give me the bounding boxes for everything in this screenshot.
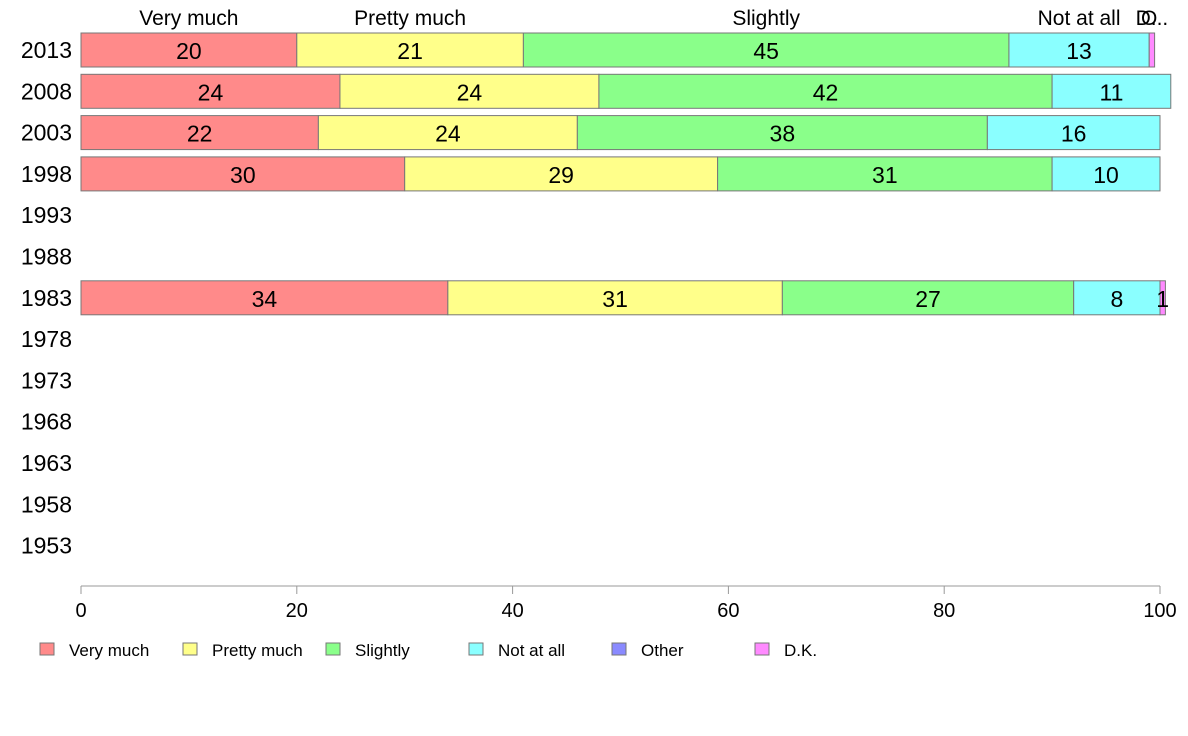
data-label: 22 — [187, 121, 213, 147]
x-tick-label: 40 — [501, 600, 523, 622]
data-label: 24 — [435, 121, 461, 147]
data-label: 27 — [915, 286, 941, 312]
y-tick-label: 2013 — [21, 37, 72, 63]
legend-label: Slightly — [355, 641, 410, 660]
legend-swatch — [39, 642, 55, 656]
data-label: 16 — [1061, 121, 1087, 147]
bar-segment — [598, 73, 1053, 109]
data-label: 34 — [252, 286, 278, 312]
data-label: 29 — [548, 162, 574, 188]
legend-swatch — [468, 642, 484, 656]
bar-segment — [576, 115, 988, 151]
y-tick-label: 2008 — [21, 78, 72, 104]
y-tick-label: 1953 — [21, 533, 72, 559]
y-tick-label: 1963 — [21, 450, 72, 476]
y-tick-label: 1998 — [21, 161, 72, 187]
top-category-label: O — [1141, 7, 1157, 30]
bar-segment — [296, 32, 524, 68]
y-tick-label: 1988 — [21, 244, 72, 270]
data-label: 30 — [230, 162, 256, 188]
top-category-label: D... — [1136, 7, 1169, 30]
y-tick-label: 1983 — [21, 285, 72, 311]
bar-segment — [986, 115, 1161, 151]
x-tick-label: 80 — [933, 600, 955, 622]
legend-swatch — [611, 642, 627, 656]
data-label: 38 — [770, 121, 796, 147]
data-label: 45 — [753, 38, 779, 64]
bar-segment — [717, 156, 1053, 192]
top-category-label: Very much — [139, 7, 238, 30]
bar-segment — [1159, 280, 1166, 316]
data-label: 21 — [397, 38, 423, 64]
data-label: 31 — [602, 286, 628, 312]
top-category-label: Pretty much — [354, 7, 466, 30]
legend-label: Very much — [69, 641, 149, 660]
bar-segment — [1148, 32, 1156, 68]
data-label: 1 — [1156, 286, 1169, 312]
legend: Very much Pretty much Slightly Not at all Ot… — [39, 641, 817, 660]
bar-segment — [447, 280, 783, 316]
data-label: 42 — [813, 79, 839, 105]
data-label: 11 — [1099, 79, 1123, 105]
legend-swatch — [754, 642, 770, 656]
top-category-labels: Very much Pretty much Slightly Not at all OD… — [139, 7, 1168, 30]
x-tick-label: 60 — [717, 600, 739, 622]
data-label: 20 — [176, 38, 202, 64]
x-axis: 0 20 40 60 80 100 — [75, 585, 1177, 622]
bar-segment — [339, 73, 600, 109]
legend-swatch — [325, 642, 341, 656]
data-label: 10 — [1093, 162, 1119, 188]
data-label: 8 — [1110, 286, 1123, 312]
top-category-label: Not at all — [1038, 7, 1121, 30]
bars: 20 21 45 13 24 24 42 11 22 24 38 16 30 29 31 10 34 31 27 8 1 — [80, 32, 1172, 316]
bar-segment — [404, 156, 719, 192]
x-tick-label: 100 — [1143, 600, 1176, 622]
legend-label: Other — [641, 641, 684, 660]
bar-segment — [781, 280, 1075, 316]
y-tick-label: 2003 — [21, 120, 72, 146]
y-tick-label: 1973 — [21, 367, 72, 393]
legend-label: Pretty much — [212, 641, 303, 660]
data-label: 24 — [457, 79, 483, 105]
x-tick-label: 0 — [75, 600, 86, 622]
data-label: 13 — [1066, 38, 1092, 64]
y-tick-label: 1993 — [21, 202, 72, 228]
legend-label: D.K. — [784, 641, 817, 660]
y-axis-tick-labels: 2013 2008 2003 1998 1993 1988 1983 1978 1973 1968… — [21, 37, 72, 559]
y-tick-label: 1958 — [21, 491, 72, 517]
bar-segment — [1051, 156, 1161, 192]
legend-swatch — [182, 642, 198, 656]
data-label: 31 — [872, 162, 898, 188]
bar-segment — [1051, 73, 1172, 109]
y-tick-label: 1978 — [21, 326, 72, 352]
y-tick-label: 1968 — [21, 409, 72, 435]
bar-segment — [80, 156, 406, 192]
bar-segment — [80, 115, 319, 151]
top-category-label: Slightly — [732, 7, 800, 30]
data-label: 24 — [198, 79, 224, 105]
bar-segment — [80, 73, 341, 109]
x-tick-label: 20 — [286, 600, 308, 622]
legend-label: Not at all — [498, 641, 565, 660]
bar-segment — [317, 115, 578, 151]
